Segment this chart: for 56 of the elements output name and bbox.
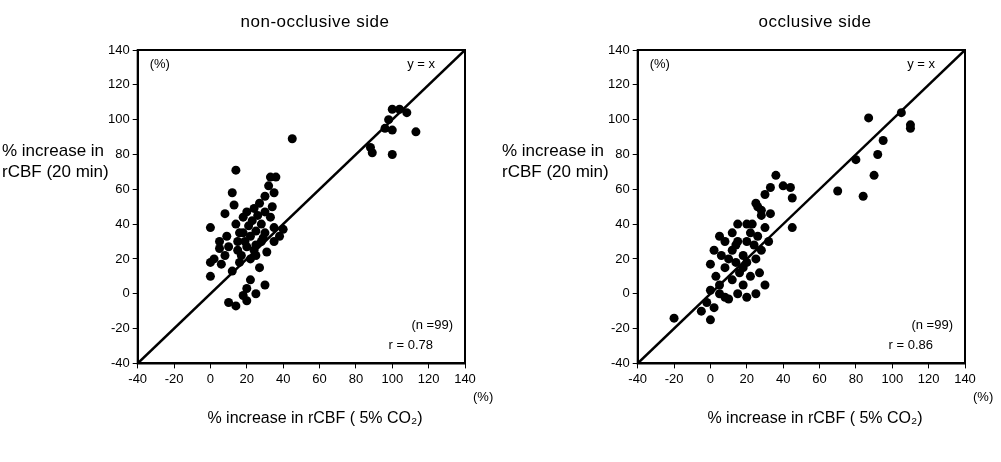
x-tick-label: 140	[954, 370, 976, 386]
y-tick-label: -20	[610, 320, 630, 336]
x-axis-title: % increase in rCBF ( 5% CO₂)	[206, 408, 424, 428]
x-tick-label: 20	[739, 370, 755, 386]
y-tick-label: 80	[615, 146, 630, 162]
annotation: (n =99)	[411, 316, 453, 332]
x-tick-label: 60	[812, 370, 827, 386]
x-tick-label: 80	[848, 370, 864, 386]
text: (%)	[473, 388, 494, 404]
x-tick-label: 40	[775, 370, 791, 386]
x-tick-label: -20	[164, 370, 184, 386]
x-tick-label: 120	[417, 370, 440, 386]
x-tick-label: -20	[664, 370, 684, 386]
y-tick-label: 0	[622, 285, 630, 301]
annotation: r = 0.86	[888, 336, 933, 352]
x-tick-label: 60	[312, 370, 327, 386]
y-tick-label: 20	[615, 250, 630, 266]
x-tick-label: 120	[917, 370, 940, 386]
y-tick-label: 120	[607, 76, 630, 92]
annotation: (%)	[149, 55, 170, 71]
chart-title: non-occlusive side	[239, 12, 391, 32]
x-tick-label: 20	[239, 370, 255, 386]
x-tick-label: 140	[454, 370, 476, 386]
y-axis-title: % increase in rCBF (20 min)	[502, 140, 610, 182]
y-tick-label: 120	[107, 76, 130, 92]
x-tick-label: 0	[206, 370, 215, 386]
series-label: y = x	[907, 55, 936, 71]
y-tick-label: 60	[615, 180, 630, 196]
y-tick-label: -20	[110, 320, 130, 336]
x-tick-label: -40	[128, 370, 148, 386]
x-axis-title: % increase in rCBF ( 5% CO₂)	[706, 408, 924, 428]
x-tick-label: -40	[628, 370, 648, 386]
x-tick-label: 100	[381, 370, 404, 386]
y-tick-label: 140	[607, 41, 630, 57]
y-tick-label: -40	[110, 354, 130, 370]
annotation: r = 0.78	[388, 336, 433, 352]
x-tick-label: 100	[881, 370, 904, 386]
y-tick-label: 60	[115, 180, 130, 196]
y-tick-label: 20	[115, 250, 130, 266]
x-tick-label: 80	[348, 370, 364, 386]
y-axis-title: % increase in rCBF (20 min)	[2, 140, 110, 182]
y-tick-label: 0	[122, 285, 130, 301]
y-tick-label: -40	[610, 354, 630, 370]
x-tick-label: 40	[275, 370, 291, 386]
y-tick-label: 100	[607, 111, 630, 127]
text: (%)	[973, 388, 994, 404]
annotation: (%)	[649, 55, 670, 71]
annotation: (n =99)	[911, 316, 953, 332]
y-tick-label: 100	[107, 111, 130, 127]
y-tick-label: 140	[107, 41, 130, 57]
x-tick-label: 0	[706, 370, 715, 386]
y-tick-label: 40	[615, 215, 630, 231]
y-tick-label: 80	[115, 146, 130, 162]
series-label: y = x	[407, 55, 436, 71]
y-tick-label: 40	[115, 215, 130, 231]
chart-title: occlusive side	[757, 12, 873, 32]
